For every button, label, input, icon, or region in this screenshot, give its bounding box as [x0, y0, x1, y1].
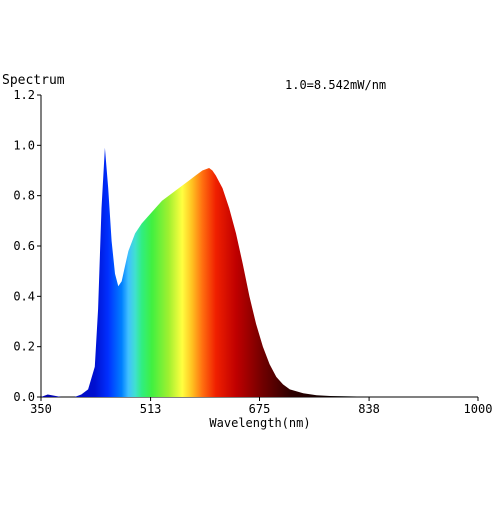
x-tick-label: 1000: [464, 402, 493, 416]
y-tick-label: 0.2: [13, 340, 35, 354]
spectrum-area: [41, 147, 478, 397]
x-axis-label: Wavelength(nm): [209, 416, 310, 430]
y-tick-label: 0.6: [13, 239, 35, 253]
x-tick-label: 675: [249, 402, 271, 416]
axes: 0.0 0.2 0.4 0.6 0.8 1.0 1.2 350 513 675 838 1000: [13, 88, 492, 416]
x-tick-label: 513: [140, 402, 162, 416]
annotation-label: 1.0=8.542mW/nm: [285, 78, 386, 92]
y-tick-label: 0.8: [13, 189, 35, 203]
y-tick-label: 0.4: [13, 289, 35, 303]
y-axis-label: Spectrum: [2, 73, 65, 88]
y-tick-label: 0.0: [13, 390, 35, 404]
y-tick-label: 1.0: [13, 138, 35, 152]
labels: Spectrum 1.0=8.542mW/nm Wavelength(nm): [2, 73, 386, 430]
x-tick-label: 838: [358, 402, 380, 416]
y-tick-label: 1.2: [13, 88, 35, 102]
plot-area: [41, 147, 478, 397]
x-tick-label: 350: [30, 402, 52, 416]
